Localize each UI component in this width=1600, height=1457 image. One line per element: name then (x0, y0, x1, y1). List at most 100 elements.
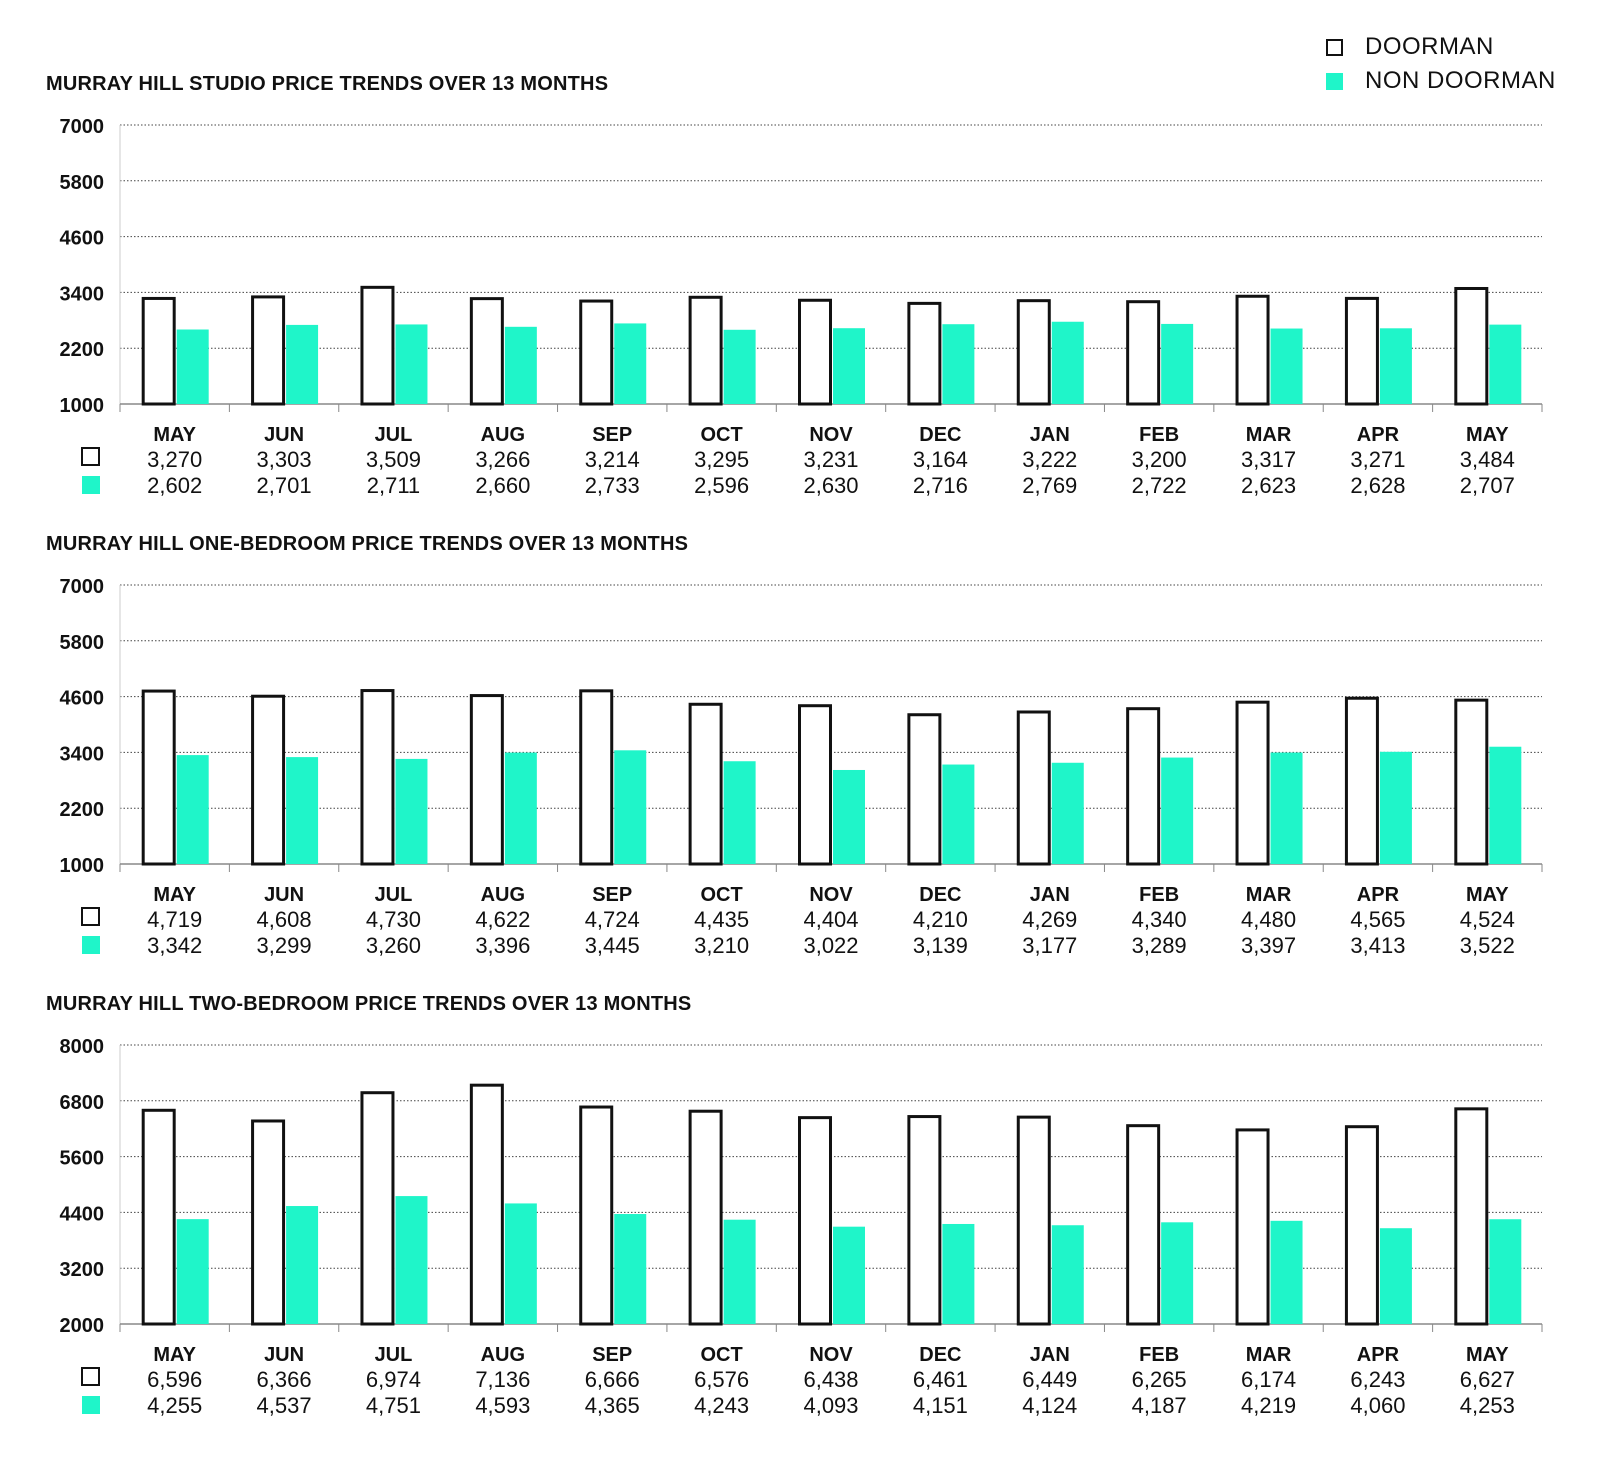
chart-1-bar-doorman (1235, 294, 1270, 406)
chart-1-value-non-doorman: 2,769 (1022, 473, 1077, 498)
chart-2-bar-doorman (360, 689, 395, 866)
chart-2-category-label: JUN (264, 884, 304, 906)
non-doorman-swatch-icon (1326, 72, 1343, 90)
chart-2-category-label: AUG (481, 884, 525, 906)
chart-3-bar-doorman (907, 1115, 942, 1326)
chart-2-bar-doorman (1126, 707, 1161, 866)
chart-1-category-label: MAY (153, 424, 196, 446)
chart-3-bar-doorman (688, 1109, 723, 1326)
chart-1-value-non-doorman: 2,630 (803, 473, 858, 498)
chart-3-bar-non-doorman (1489, 1219, 1522, 1324)
chart-1-row-marker-non-doorman-icon (82, 476, 100, 494)
chart-1-category-label: JAN (1030, 424, 1070, 446)
chart-1-value-doorman: 3,303 (257, 447, 312, 472)
chart-2-value-doorman: 4,210 (913, 907, 968, 932)
chart-2-bar-doorman (469, 694, 504, 866)
chart-1-ytick-label: 7000 (60, 116, 105, 138)
chart-1-bar-non-doorman (1051, 321, 1084, 404)
chart-3-bar-non-doorman (504, 1203, 537, 1324)
chart-1-bar-doorman (1126, 300, 1161, 406)
chart-1-bar-non-doorman (833, 328, 865, 404)
chart-2-category-label: NOV (809, 884, 853, 906)
chart-2-value-non-doorman: 3,445 (585, 933, 640, 958)
chart-1-value-doorman: 3,271 (1350, 447, 1405, 472)
chart-3-category-label: JAN (1030, 1344, 1070, 1366)
chart-2-ytick-label: 4600 (60, 688, 105, 710)
chart-1-value-non-doorman: 2,596 (694, 473, 749, 498)
chart-1-value-non-doorman: 2,602 (147, 473, 202, 498)
chart-1-bar-doorman (688, 295, 723, 406)
chart-2-value-doorman: 4,404 (803, 907, 858, 932)
chart-2-category-label: APR (1357, 884, 1400, 906)
chart-1-category-label: MAR (1246, 424, 1292, 446)
chart-2-bar-non-doorman (942, 764, 975, 864)
chart-3-category-label: MAR (1246, 1344, 1292, 1366)
chart-2-category-label: OCT (701, 884, 743, 906)
chart-1-bar-doorman (1344, 296, 1379, 406)
chart-2-category-label: JUL (375, 884, 413, 906)
chart-3-bar-non-doorman (176, 1219, 209, 1324)
chart-1-value-doorman: 3,270 (147, 447, 202, 472)
chart-3-row-marker-non-doorman-icon (82, 1396, 100, 1414)
chart-1-category-label: SEP (592, 424, 632, 446)
chart-2-bar-non-doorman (833, 769, 865, 864)
chart-1-value-doorman: 3,214 (585, 447, 640, 472)
chart-3-bar-doorman (360, 1091, 395, 1326)
chart-3-value-doorman: 6,366 (257, 1367, 312, 1392)
chart-2-bar-doorman (907, 713, 942, 866)
chart-3-value-doorman: 6,265 (1132, 1367, 1187, 1392)
chart-1-category-label: FEB (1139, 424, 1179, 446)
chart-3-value-doorman: 6,666 (585, 1367, 640, 1392)
chart-2-bar-non-doorman (723, 761, 756, 864)
chart-3-value-doorman: 6,596 (147, 1367, 202, 1392)
chart-2-category-label: DEC (919, 884, 961, 906)
chart-1-bar-doorman (469, 297, 504, 406)
chart-1-bar-doorman (1454, 286, 1489, 406)
chart-1-value-non-doorman: 2,707 (1460, 473, 1515, 498)
chart-1-title: MURRAY HILL STUDIO PRICE TRENDS OVER 13 … (46, 73, 608, 95)
chart-3-bar-doorman (1126, 1124, 1161, 1326)
chart-2-ytick-label: 3400 (60, 743, 105, 765)
chart-2-category-label: FEB (1139, 884, 1179, 906)
chart-1-bar-doorman (1016, 299, 1051, 406)
chart-3-bar-doorman (1235, 1128, 1270, 1326)
chart-2-ytick-label: 2200 (60, 799, 105, 821)
chart-2-value-doorman: 4,719 (147, 907, 202, 932)
chart-1-value-non-doorman: 2,733 (585, 473, 640, 498)
chart-1-value-doorman: 3,231 (803, 447, 858, 472)
chart-3-bar-non-doorman (942, 1223, 975, 1324)
chart-2-bar-non-doorman (1161, 757, 1194, 864)
chart-3-row-marker-doorman-icon (81, 1367, 100, 1386)
chart-2-bar-doorman (1344, 696, 1379, 866)
chart-3-value-non-doorman: 4,255 (147, 1393, 202, 1418)
chart-1-bar-doorman (907, 301, 942, 406)
chart-2-value-non-doorman: 3,397 (1241, 933, 1296, 958)
chart-3-bar-non-doorman (1270, 1220, 1303, 1324)
chart-1-bar-non-doorman (176, 329, 209, 404)
chart-2-bar-doorman (1235, 700, 1270, 866)
chart-1-category-label: OCT (701, 424, 743, 446)
chart-2-value-non-doorman: 3,522 (1460, 933, 1515, 958)
chart-1-bar-doorman (141, 296, 176, 406)
chart-2-bar-doorman (798, 704, 832, 866)
chart-1-bar-non-doorman (1379, 328, 1412, 404)
chart-1-value-doorman: 3,295 (694, 447, 749, 472)
chart-3-bar-non-doorman (1051, 1225, 1084, 1324)
chart-2-bar-doorman (579, 689, 614, 866)
chart-2-value-doorman: 4,524 (1460, 907, 1515, 932)
legend: DOORMAN NON DOORMAN (1326, 30, 1586, 98)
chart-1-value-doorman: 3,317 (1241, 447, 1296, 472)
chart-3-value-non-doorman: 4,593 (475, 1393, 530, 1418)
chart-3-value-doorman: 7,136 (475, 1367, 530, 1392)
chart-3-bar-doorman (798, 1116, 832, 1326)
chart-3-value-doorman: 6,449 (1022, 1367, 1077, 1392)
chart-1-value-doorman: 3,200 (1132, 447, 1187, 472)
chart-3-bar-non-doorman (614, 1214, 647, 1324)
chart-3-bar-non-doorman (1161, 1222, 1194, 1324)
chart-3-value-non-doorman: 4,151 (913, 1393, 968, 1418)
chart-3-value-non-doorman: 4,187 (1132, 1393, 1187, 1418)
chart-1-bar-non-doorman (286, 324, 319, 404)
chart-1-bar-non-doorman (942, 324, 975, 404)
chart-3-bar-non-doorman (1379, 1228, 1412, 1324)
